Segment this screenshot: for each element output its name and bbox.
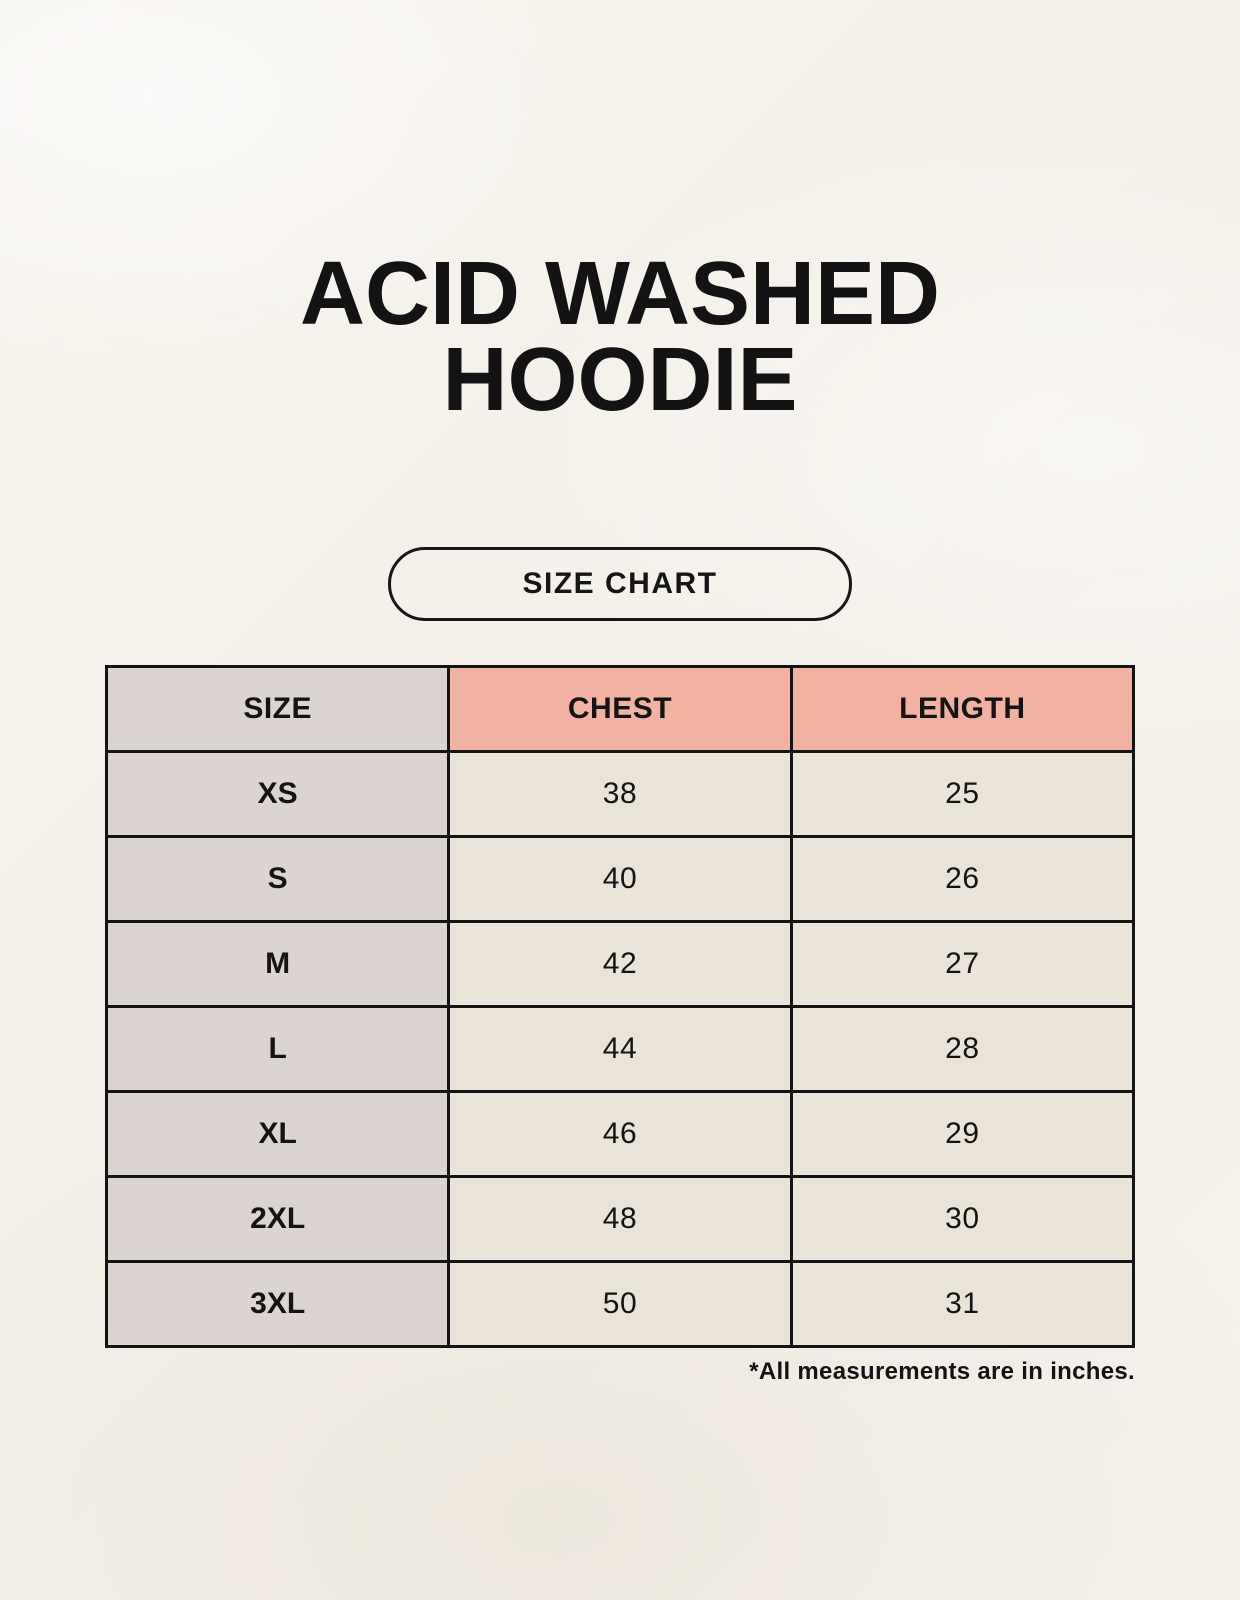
chest-value-xl: 46 [447,1090,793,1179]
column-header-size: SIZE [104,665,451,754]
chest-value-l: 44 [447,1005,793,1094]
page-title-line1: ACID WASHED [299,244,941,344]
table-row: 3XL 50 31 [104,1260,1136,1349]
column-header-chest: CHEST [447,665,793,754]
size-label-l: L [104,1005,451,1094]
column-header-length: LENGTH [789,665,1136,754]
chest-value-xs: 38 [447,750,793,839]
chest-value-m: 42 [447,920,793,1009]
length-value-xs: 25 [789,750,1136,839]
size-label-2xl: 2XL [104,1175,451,1264]
size-label-3xl: 3XL [104,1260,451,1349]
measurements-footnote: *All measurements are in inches. [749,1358,1135,1386]
size-table: SIZE CHEST LENGTH XS 38 25 S 40 26 M [104,665,1136,1349]
size-label-xs: XS [104,750,451,839]
length-value-m: 27 [789,920,1136,1009]
table-row: M 42 27 [104,920,1136,1009]
chest-value-s: 40 [447,835,793,924]
page-title-line2: HOODIE [442,329,798,430]
table-row: L 44 28 [104,1005,1136,1094]
size-table-container: SIZE CHEST LENGTH XS 38 25 S 40 26 M [104,665,1136,1386]
size-label-xl: XL [104,1090,451,1179]
table-row: XS 38 25 [104,750,1136,839]
length-value-xl: 29 [789,1090,1136,1179]
size-label-s: S [104,835,451,924]
length-value-s: 26 [789,835,1136,924]
size-label-m: M [104,920,451,1009]
table-row: 2XL 48 30 [104,1175,1136,1264]
length-value-l: 28 [789,1005,1136,1094]
table-row: XL 46 29 [104,1090,1136,1179]
chest-value-3xl: 50 [447,1260,793,1349]
chest-value-2xl: 48 [447,1175,793,1264]
length-value-2xl: 30 [789,1175,1136,1264]
length-value-3xl: 31 [789,1260,1136,1349]
size-chart-button-label: SIZE CHART [522,567,718,601]
table-row: S 40 26 [104,835,1136,924]
page-title: ACID WASHED HOODIE [300,249,940,425]
table-header-row: SIZE CHEST LENGTH [104,665,1136,754]
size-chart-button[interactable]: SIZE CHART [388,547,852,622]
